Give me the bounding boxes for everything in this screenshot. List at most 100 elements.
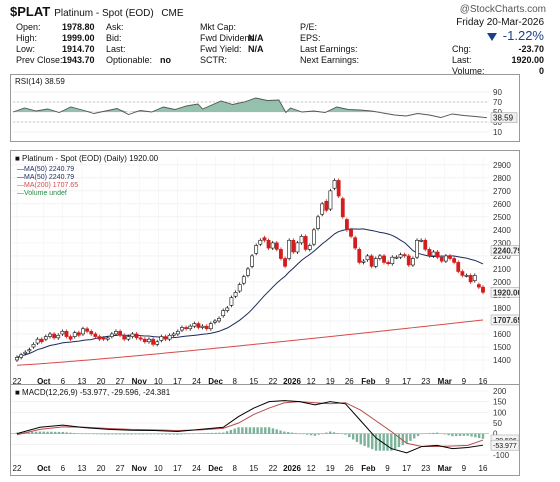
x-tick-label: 17	[173, 464, 182, 473]
candle-body	[35, 338, 40, 344]
hist-bar	[439, 433, 443, 435]
candle-body	[312, 229, 316, 245]
hist-bar	[401, 433, 404, 446]
candle-body	[155, 341, 160, 345]
quote-label: Low:	[16, 44, 36, 54]
candle-body	[200, 325, 205, 328]
hist-bar	[237, 427, 240, 434]
hist-bar	[168, 433, 171, 435]
quote-label: Mkt Cap:	[200, 22, 237, 32]
hist-bar	[191, 433, 194, 435]
y-tick-label: 1800	[493, 304, 511, 313]
y-tick-label: 2900	[493, 161, 511, 170]
hist-bar	[443, 433, 447, 435]
rsi-title: RSI(14) 38.59	[15, 77, 65, 86]
candle-body	[361, 260, 366, 263]
candle-body	[406, 255, 411, 266]
candle-body	[196, 323, 201, 328]
hist-bar	[126, 433, 129, 435]
hist-bar	[15, 432, 19, 434]
candle-body	[250, 255, 254, 267]
quote-header: $PLAT Platinum - Spot (EOD) CME @StockCha…	[0, 0, 560, 80]
hist-bar	[416, 433, 420, 437]
hist-bar	[42, 431, 45, 434]
hist-bar	[111, 433, 114, 435]
x-tick-label: Nov	[132, 464, 148, 473]
x-tick-label: 22	[268, 377, 277, 386]
hist-bar	[344, 433, 347, 435]
y-tick-label: 2500	[493, 213, 511, 222]
hist-bar	[455, 433, 458, 437]
candle-body	[97, 336, 102, 340]
candle-body	[476, 284, 481, 288]
hist-bar	[275, 429, 278, 434]
candle-body	[378, 255, 382, 259]
hist-bar	[340, 433, 343, 435]
hist-bar	[348, 433, 351, 438]
x-tick-label: 9	[385, 464, 390, 473]
hist-bar	[409, 433, 412, 441]
hist-bar	[458, 433, 462, 437]
hist-bar	[134, 433, 137, 435]
hist-bar	[96, 433, 99, 435]
x-tick-label: 15	[249, 464, 258, 473]
hist-bar	[187, 433, 191, 435]
hist-bar	[118, 433, 122, 435]
candle-body	[415, 239, 419, 258]
candle-body	[126, 336, 131, 340]
hist-bar	[306, 433, 309, 435]
x-tick-label: Feb	[361, 464, 375, 473]
y-tick-label: 1600	[493, 330, 511, 339]
hist-bar	[317, 433, 320, 435]
hist-bar	[252, 427, 256, 434]
hist-bar	[447, 433, 450, 436]
quote-label: Fwd Yield:	[200, 44, 242, 54]
x-tick-label: 12	[307, 464, 316, 473]
hist-bar	[107, 433, 110, 435]
x-tick-label: 17	[173, 377, 182, 386]
x-tick-label: Feb	[361, 377, 375, 386]
hist-bar	[149, 433, 152, 435]
candle-body	[423, 239, 428, 250]
hist-bar	[420, 433, 424, 435]
candle-body	[48, 333, 52, 337]
hist-bar	[84, 433, 87, 435]
hist-bar	[279, 430, 282, 434]
candle-body	[299, 236, 304, 244]
quote-label: Bid:	[106, 33, 122, 43]
hist-bar	[393, 433, 397, 449]
candle-body	[460, 271, 465, 276]
legend-entry: —MA(50) 2240.79	[17, 174, 74, 181]
candle-body	[93, 333, 98, 337]
hist-bar	[256, 427, 259, 434]
y-tick-label: 90	[493, 88, 502, 97]
hist-bar	[294, 433, 298, 434]
hist-bar	[397, 433, 401, 447]
macd-last-label: -53.977	[493, 443, 517, 450]
hist-bar	[466, 433, 469, 436]
macd-title: ■ MACD(12,26,9) -53.977, -29.596, -24.38…	[15, 388, 171, 397]
candle-body	[221, 310, 226, 317]
hist-bar	[214, 432, 217, 434]
legend-entry: —Volume undef	[17, 190, 67, 197]
y-tick-label: 2200	[493, 252, 511, 261]
quote-label: SCTR:	[200, 55, 227, 65]
x-tick-label: Oct	[37, 464, 51, 473]
hist-bar	[374, 433, 378, 451]
hist-bar	[390, 433, 393, 451]
candle-body	[184, 327, 188, 330]
hist-bar	[382, 433, 385, 451]
x-tick-label: Dec	[208, 464, 223, 473]
candle-body	[52, 333, 57, 339]
candle-body	[274, 242, 279, 250]
x-tick-label: 6	[61, 377, 66, 386]
rsi-last-label: 38.59	[493, 114, 514, 123]
x-tick-label: 26	[345, 464, 354, 473]
candle-body	[217, 318, 221, 322]
x-tick-label: 27	[116, 377, 125, 386]
quote-value: 1943.70	[62, 55, 95, 65]
macd-line	[16, 400, 484, 454]
candle-body	[452, 258, 457, 263]
hist-bar	[65, 432, 68, 434]
ma200-line	[16, 319, 484, 366]
